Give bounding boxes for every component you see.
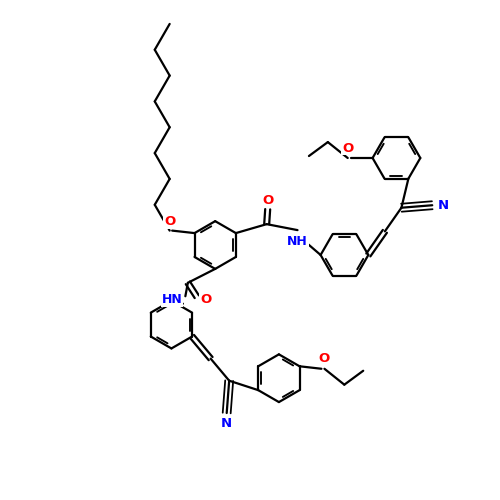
Text: O: O	[200, 292, 211, 306]
Text: O: O	[164, 215, 175, 228]
Text: O: O	[262, 194, 274, 207]
Text: N: N	[438, 198, 449, 211]
Text: HN: HN	[162, 293, 182, 306]
Text: N: N	[221, 418, 232, 430]
Text: O: O	[342, 142, 353, 154]
Text: O: O	[319, 352, 330, 366]
Text: NH: NH	[287, 234, 308, 248]
